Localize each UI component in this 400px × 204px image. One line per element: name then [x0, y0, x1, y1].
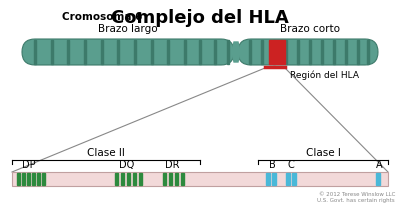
Text: Cromosoma 6: Cromosoma 6 [62, 12, 142, 22]
Bar [163, 173, 166, 185]
Text: Complejo del HLA: Complejo del HLA [111, 9, 289, 27]
Bar [167, 41, 169, 65]
FancyBboxPatch shape [12, 172, 388, 186]
Text: Clase II: Clase II [87, 147, 125, 157]
Bar [345, 41, 347, 65]
Bar [321, 41, 323, 65]
Bar [376, 173, 380, 185]
Bar [333, 41, 335, 65]
Bar [273, 41, 275, 65]
Bar [292, 173, 296, 185]
Bar [261, 41, 263, 65]
Bar [367, 41, 369, 65]
Bar [272, 173, 276, 185]
Bar [32, 173, 35, 185]
Polygon shape [232, 43, 240, 63]
Bar [34, 41, 36, 65]
Text: C: C [288, 159, 294, 169]
Bar [184, 41, 186, 65]
Bar [51, 41, 53, 65]
Bar [67, 41, 69, 65]
Bar [133, 173, 136, 185]
Text: Región del HLA: Región del HLA [290, 71, 359, 80]
Text: Clase I: Clase I [306, 147, 340, 157]
Bar [169, 173, 172, 185]
Bar [17, 173, 20, 185]
Bar [117, 41, 119, 65]
Bar [199, 41, 201, 65]
Bar [22, 173, 25, 185]
Text: © 2012 Terese Winslow LLC
U.S. Govt. has certain rights: © 2012 Terese Winslow LLC U.S. Govt. has… [317, 191, 395, 202]
Bar [127, 173, 130, 185]
Bar [181, 173, 184, 185]
Bar [227, 41, 229, 65]
Text: A: A [376, 159, 382, 169]
Bar [269, 41, 285, 65]
Bar [101, 41, 103, 65]
Bar [42, 173, 45, 185]
Bar [151, 41, 153, 65]
Bar [357, 41, 359, 65]
Bar [297, 41, 299, 65]
Text: B: B [269, 159, 275, 169]
Bar [214, 41, 216, 65]
Bar [134, 41, 136, 65]
Bar [115, 173, 118, 185]
Bar [175, 173, 178, 185]
Text: Brazo largo: Brazo largo [98, 24, 158, 34]
Bar [249, 41, 251, 65]
Bar [84, 41, 86, 65]
FancyBboxPatch shape [238, 40, 378, 66]
Text: DP: DP [22, 159, 36, 169]
Text: DR: DR [165, 159, 179, 169]
Bar [286, 173, 290, 185]
Bar [285, 41, 287, 65]
Bar [27, 173, 30, 185]
Bar [121, 173, 124, 185]
Bar [266, 173, 270, 185]
Text: Brazo corto: Brazo corto [280, 24, 340, 34]
Bar [309, 41, 311, 65]
Bar [139, 173, 142, 185]
Bar [37, 173, 40, 185]
Text: DQ: DQ [119, 159, 135, 169]
FancyBboxPatch shape [22, 40, 234, 66]
